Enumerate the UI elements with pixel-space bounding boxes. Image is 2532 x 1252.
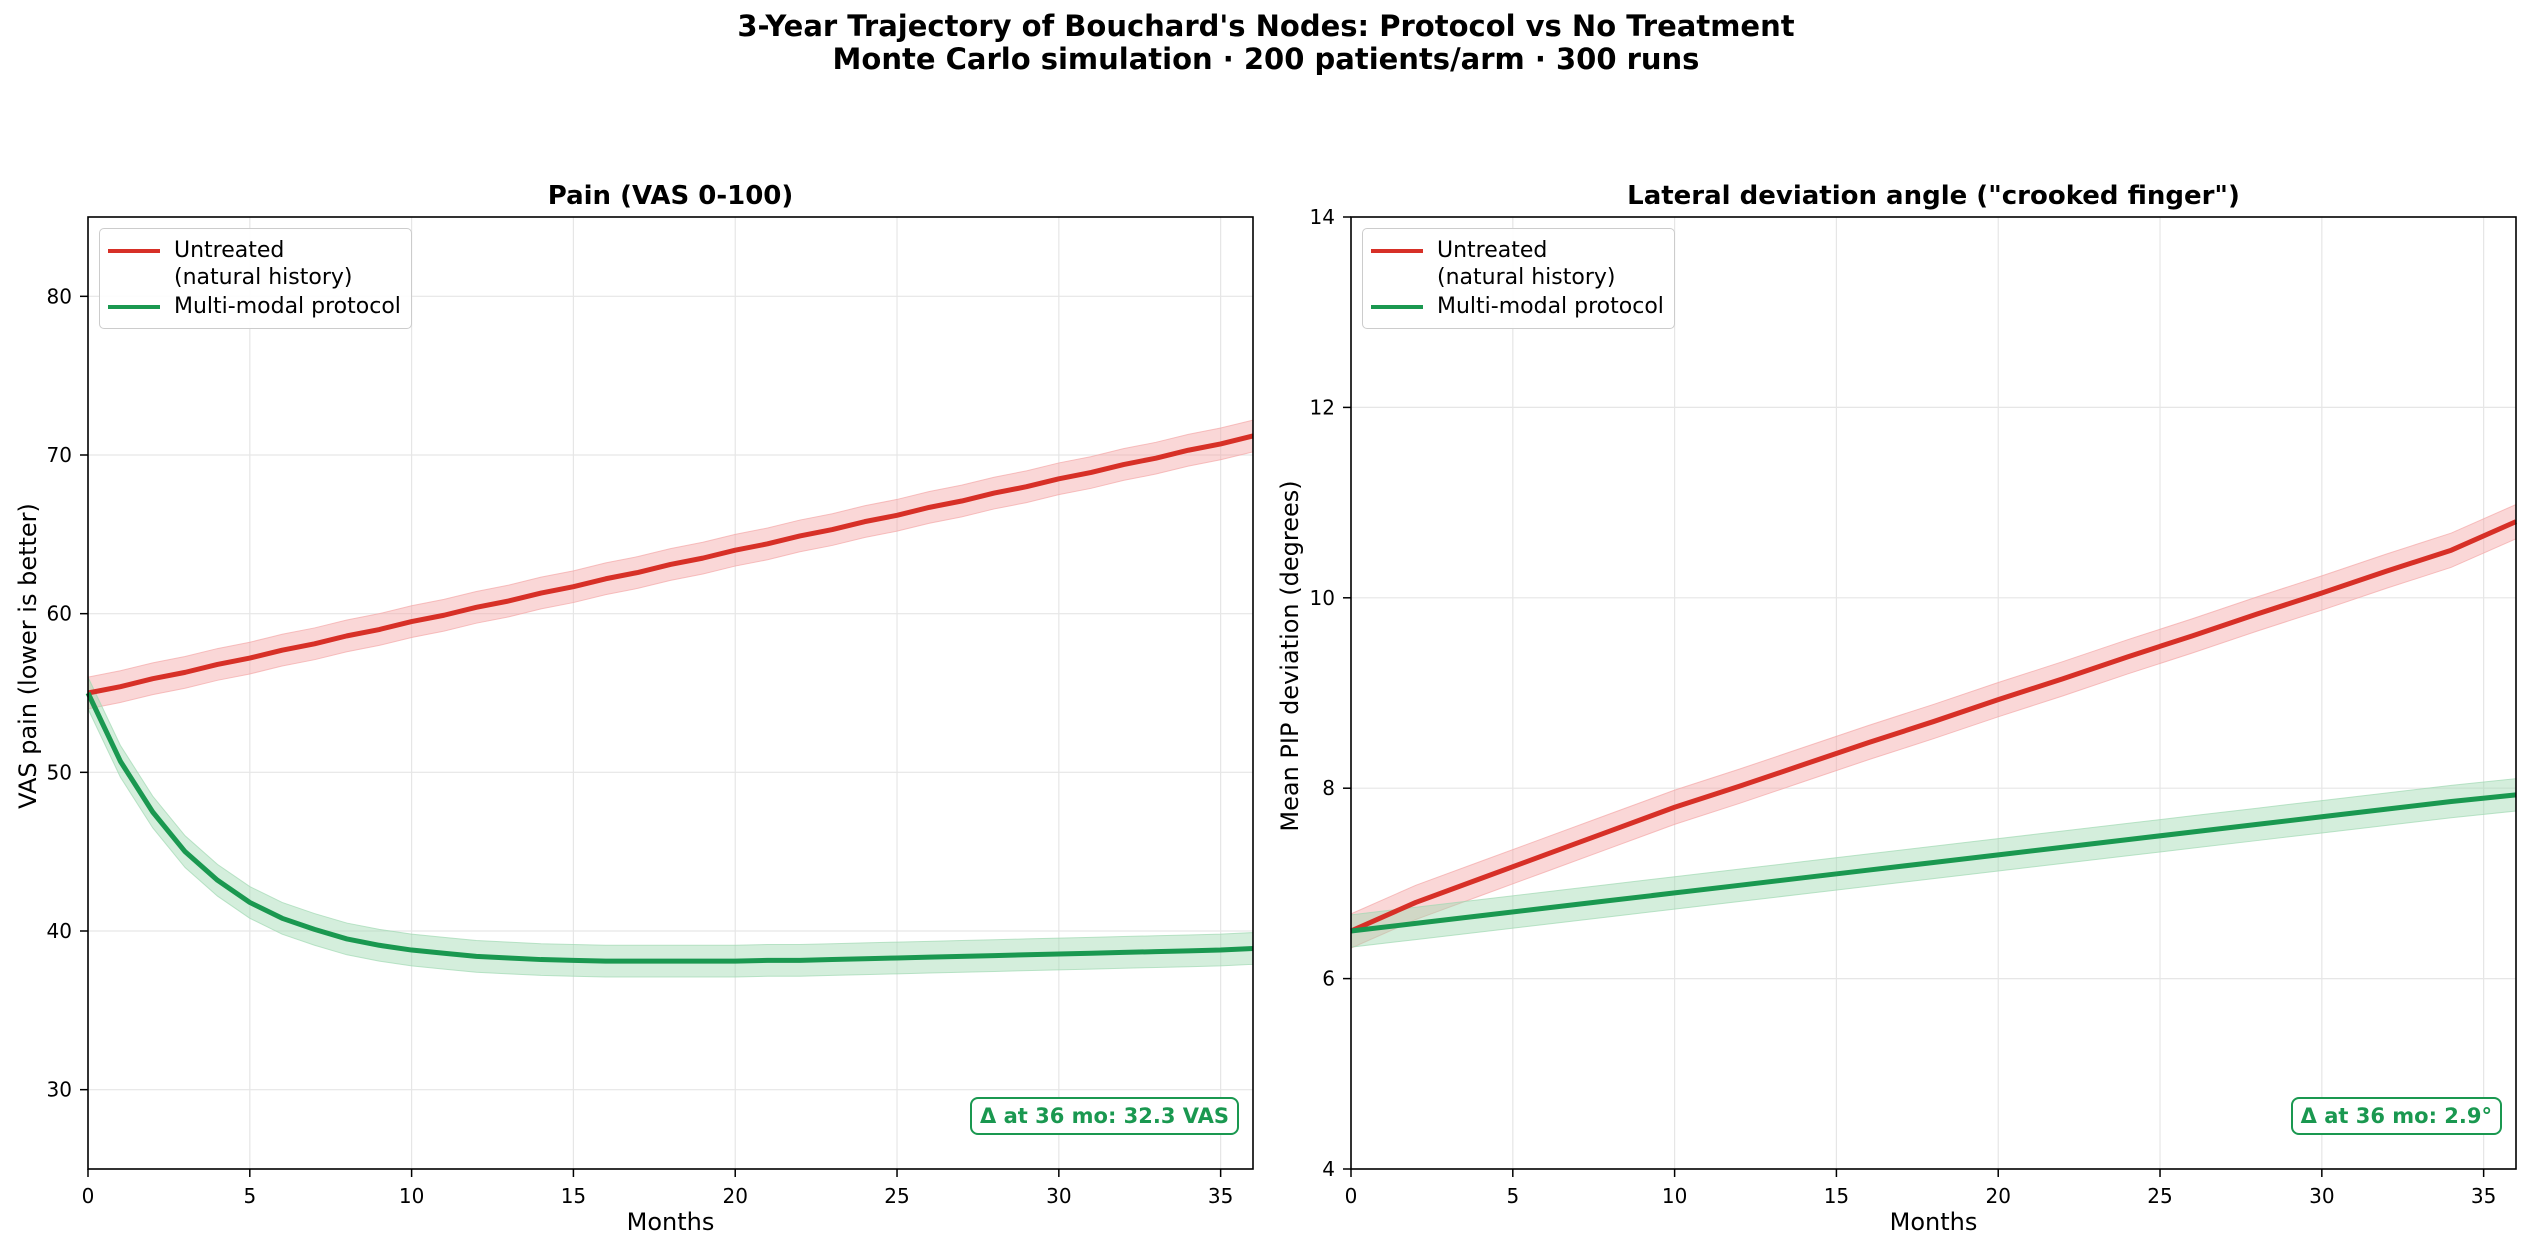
pain-xtick-label: 10: [399, 1184, 424, 1208]
pain-chart-title: Pain (VAS 0-100): [547, 181, 794, 211]
pain-xtick-label: 20: [722, 1184, 747, 1208]
pain-ytick-label: 30: [47, 1078, 72, 1102]
deviation-ytick-label: 14: [1310, 205, 1335, 229]
deviation-ytick-label: 6: [1322, 967, 1335, 991]
pain-plot-frame: [87, 216, 1254, 1170]
legend-swatch-untreated: [108, 249, 160, 253]
pain-xtick-label: 0: [82, 1184, 95, 1208]
pain-xtick-label: 15: [561, 1184, 586, 1208]
deviation-xtick-label: 25: [2147, 1184, 2172, 1208]
pain-xtick-label: 25: [884, 1184, 909, 1208]
deviation-ytick-label: 8: [1322, 776, 1335, 800]
pain-series-line-untreated: [87, 433, 1254, 696]
deviation-band-0: [1350, 503, 2517, 949]
deviation-xtick-label: 15: [1824, 1184, 1849, 1208]
legend-swatch-untreated: [1371, 249, 1423, 253]
pain-xtick-label: 30: [1046, 1184, 1071, 1208]
pain-chart-legend: Untreated (natural history) Multi-modal …: [99, 228, 412, 329]
pain-xtick-label: 35: [1208, 1184, 1233, 1208]
pain-chart-ylabel: VAS pain (lower is better): [14, 503, 42, 809]
deviation-ytick-label: 10: [1310, 586, 1335, 610]
deviation-ytick-label: 4: [1322, 1157, 1335, 1181]
deviation-series-line-protocol: [1350, 792, 2517, 934]
deviation-xtick-label: 10: [1662, 1184, 1687, 1208]
deviation-chart-ylabel: Mean PIP deviation (degrees): [1276, 480, 1304, 832]
deviation-delta-annotation: Δ at 36 mo: 2.9°: [2290, 1097, 2502, 1135]
pain-ytick-label: 50: [47, 760, 72, 784]
deviation-xtick-label: 20: [1985, 1184, 2010, 1208]
legend-swatch-protocol: [108, 305, 160, 309]
suptitle-line-2: Monte Carlo simulation · 200 patients/ar…: [832, 42, 1700, 76]
pain-ytick-label: 40: [47, 919, 72, 943]
deviation-chart-xlabel: Months: [1889, 1208, 1978, 1236]
legend-swatch-protocol: [1371, 305, 1423, 309]
legend-entry-protocol: Multi-modal protocol: [108, 293, 401, 320]
deviation-chart-title: Lateral deviation angle ("crooked finger…: [1627, 181, 2240, 211]
deviation-xtick-label: 0: [1345, 1184, 1358, 1208]
deviation-xtick-label: 35: [2471, 1184, 2496, 1208]
pain-xtick-label: 5: [243, 1184, 256, 1208]
pain-chart-xlabel: Months: [626, 1208, 715, 1236]
deviation-xtick-label: 30: [2309, 1184, 2334, 1208]
pain-ytick-label: 80: [47, 284, 72, 308]
deviation-ytick-label: 12: [1310, 395, 1335, 419]
suptitle-line-1: 3-Year Trajectory of Bouchard's Nodes: P…: [737, 9, 1795, 43]
legend-entry-untreated: Untreated (natural history): [1371, 237, 1664, 291]
deviation-series-line-untreated: [1349, 519, 2518, 934]
legend-label-protocol: Multi-modal protocol: [1437, 294, 1664, 319]
deviation-chart-legend: Untreated (natural history) Multi-modal …: [1362, 228, 1675, 329]
deviation-plot-frame: [1350, 216, 2517, 1170]
pain-series-line-protocol: [85, 691, 1254, 964]
legend-label-untreated: Untreated (natural history): [174, 238, 353, 290]
pain-band-1: [87, 676, 1254, 978]
figure-suptitle: 3-Year Trajectory of Bouchard's Nodes: P…: [0, 10, 2532, 76]
legend-entry-untreated: Untreated (natural history): [108, 237, 401, 291]
pain-ytick-label: 60: [47, 602, 72, 626]
deviation-xtick-label: 5: [1506, 1184, 1519, 1208]
legend-label-untreated: Untreated (natural history): [1437, 238, 1616, 290]
pain-delta-annotation: Δ at 36 mo: 32.3 VAS: [970, 1097, 1239, 1135]
legend-label-protocol: Multi-modal protocol: [174, 294, 401, 319]
legend-entry-protocol: Multi-modal protocol: [1371, 293, 1664, 320]
pain-ytick-label: 70: [47, 443, 72, 467]
